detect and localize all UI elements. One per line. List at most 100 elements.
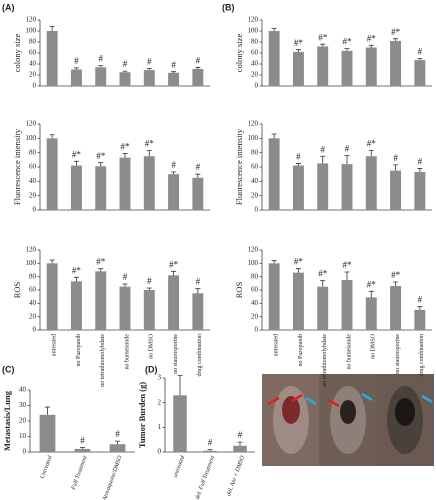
error-bar — [49, 134, 55, 139]
y-axis-label: Tumor Burden (g) — [137, 382, 147, 448]
bar — [74, 448, 91, 452]
y-tick-label: 100 — [26, 259, 37, 267]
annotation: #* — [145, 139, 155, 149]
bar — [203, 450, 217, 452]
bar — [390, 286, 402, 330]
bar — [119, 157, 131, 210]
y-tick-label: 0 — [33, 326, 37, 334]
error-bar — [417, 306, 423, 310]
bar — [143, 156, 155, 210]
y-tick-label: 120 — [248, 120, 259, 128]
y-tick-label: 60 — [251, 286, 259, 294]
error-bar — [98, 162, 104, 167]
x-tick-label: untreated — [52, 334, 58, 356]
bar — [365, 156, 377, 210]
x-tick-label: del. Full Treatment — [195, 455, 216, 500]
bar — [192, 293, 204, 330]
y-axis-label: Metastasis/Lung — [2, 390, 12, 451]
x-tick-label: drug combination — [419, 334, 425, 377]
annotation: #* — [294, 38, 304, 48]
bar — [390, 40, 402, 86]
y-tick-label: 20 — [29, 71, 37, 79]
bar — [70, 281, 82, 330]
y-tick-label: 20 — [19, 417, 27, 425]
y-tick-label: 1 — [158, 423, 162, 431]
error-bar — [271, 133, 277, 139]
annotation: # — [418, 156, 423, 166]
annotation: # — [115, 429, 120, 439]
error-bar — [171, 171, 177, 175]
x-tick-label: no tetrathiomolybdate — [100, 334, 106, 387]
error-bar — [271, 260, 277, 264]
x-tick-label: no Pazopanib — [298, 334, 304, 367]
y-tick-label: 0 — [255, 206, 259, 214]
y-tick-label: 40 — [29, 299, 37, 307]
bar — [39, 414, 56, 452]
error-bar — [320, 155, 326, 164]
y-tick-label: 100 — [248, 27, 259, 35]
y-axis-label: Fluorescence intensity — [234, 128, 244, 205]
y-tick-label: 100 — [26, 27, 37, 35]
error-bar — [417, 58, 423, 61]
y-tick-label: 60 — [29, 49, 37, 57]
bar — [341, 280, 353, 330]
bar — [192, 177, 204, 210]
bar — [95, 166, 107, 210]
y-tick-label: 60 — [29, 163, 37, 171]
y-tick-label: 0 — [33, 206, 37, 214]
annotation: #* — [72, 265, 82, 275]
y-tick-label: 10 — [19, 432, 27, 440]
error-bar — [368, 150, 374, 157]
x-tick-label: no staurosporine — [173, 334, 179, 374]
error-bar — [195, 288, 201, 294]
bar — [168, 275, 180, 330]
y-tick-label: 120 — [26, 246, 37, 254]
error-bar — [271, 27, 277, 31]
bar — [95, 67, 107, 86]
y-tick-label: 20 — [251, 191, 259, 199]
x-tick-label: no tetrathiomolybdate — [322, 334, 328, 387]
panel-label: (A) — [2, 2, 15, 12]
error-bar — [237, 441, 243, 446]
panel-label: (B) — [222, 2, 235, 12]
y-axis-label: colony size — [12, 34, 22, 73]
bar — [143, 70, 155, 86]
bar — [365, 297, 377, 330]
bar — [414, 172, 426, 210]
y-tick-label: 40 — [251, 299, 259, 307]
error-bar — [295, 268, 301, 273]
y-tick-label: 40 — [29, 60, 37, 68]
error-bar — [73, 67, 79, 70]
error-bar — [417, 168, 423, 173]
bar — [46, 138, 58, 210]
y-tick-label: 100 — [26, 134, 37, 142]
y-tick-label: 20 — [29, 312, 37, 320]
error-bar — [344, 155, 350, 165]
annotation: # — [147, 56, 152, 66]
annotation: #* — [391, 27, 401, 37]
bar — [268, 263, 280, 330]
annotation: # — [123, 59, 128, 69]
bar — [317, 286, 329, 330]
error-bar — [195, 66, 201, 69]
bar — [317, 163, 329, 210]
annotation: #* — [318, 32, 328, 42]
annotation: # — [171, 160, 176, 170]
x-tick-label: no DMSO — [371, 333, 377, 359]
x-tick-label: untreated — [173, 454, 187, 478]
x-tick-label: no bumetanide — [346, 334, 352, 370]
x-tick-label: untreated — [274, 334, 280, 356]
error-bar — [344, 48, 350, 51]
bar — [119, 72, 131, 86]
y-tick-label: 80 — [251, 272, 259, 280]
bar — [341, 164, 353, 210]
bar — [70, 165, 82, 210]
bar — [414, 60, 426, 86]
y-tick-label: 40 — [29, 177, 37, 185]
error-bar — [295, 163, 301, 166]
y-tick-label: 100 — [248, 134, 259, 142]
bar — [317, 46, 329, 86]
y-tick-label: 120 — [26, 120, 37, 128]
y-tick-label: 60 — [251, 49, 259, 57]
y-tick-label: 30 — [19, 401, 27, 409]
